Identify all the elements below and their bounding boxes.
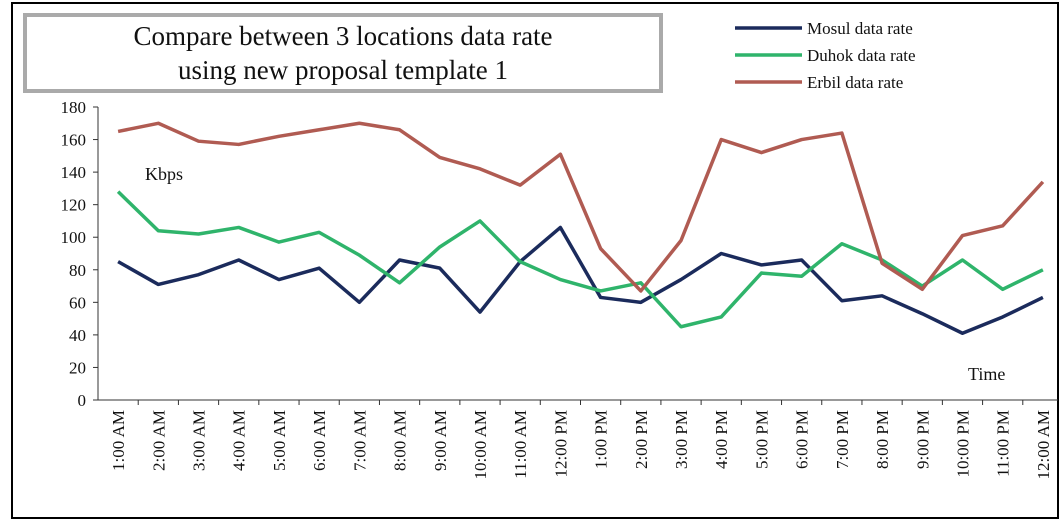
y-tick-label: 140 (61, 163, 87, 182)
x-tick-label: 3:00 AM (190, 410, 209, 471)
x-tick-label: 10:00 PM (953, 410, 972, 478)
x-tick-label: 8:00 AM (391, 410, 410, 471)
legend-label: Erbil data rate (807, 73, 903, 92)
x-tick-label: 12:00 AM (1034, 410, 1053, 479)
y-tick-label: 100 (61, 228, 87, 247)
legend-label: Mosul data rate (807, 19, 913, 38)
title-box (23, 13, 663, 93)
y-tick-label: 0 (78, 391, 87, 410)
x-tick-label: 7:00 PM (833, 410, 852, 469)
x-tick-label: 9:00 AM (431, 410, 450, 471)
y-tick-label: 60 (69, 293, 86, 312)
chart-title: Compare between 3 locations data rate (133, 21, 552, 51)
x-tick-label: 4:00 AM (230, 410, 249, 471)
x-tick-label: 5:00 PM (752, 410, 771, 469)
x-tick-label: 3:00 PM (672, 410, 691, 469)
x-tick-label: 2:00 AM (149, 410, 168, 471)
y-axis-label: Kbps (145, 164, 183, 184)
x-tick-label: 6:00 AM (310, 410, 329, 471)
y-tick-label: 20 (69, 358, 86, 377)
x-tick-label: 5:00 AM (270, 410, 289, 471)
x-tick-label: 6:00 PM (793, 410, 812, 469)
x-axis-label: Time (968, 364, 1005, 384)
x-tick-label: 9:00 PM (913, 410, 932, 469)
y-tick-label: 80 (69, 261, 86, 280)
x-tick-label: 1:00 AM (109, 410, 128, 471)
x-tick-label: 10:00 AM (471, 410, 490, 479)
y-tick-label: 180 (61, 98, 87, 117)
y-tick-label: 160 (61, 131, 87, 150)
x-tick-label: 7:00 AM (350, 410, 369, 471)
chart-title: using new proposal template 1 (178, 55, 508, 85)
x-tick-label: 11:00 AM (511, 410, 530, 479)
x-tick-label: 8:00 PM (873, 410, 892, 469)
data-line (117, 121, 1045, 293)
x-tick-label: 4:00 PM (712, 410, 731, 469)
y-tick-label: 120 (61, 196, 87, 215)
x-tick-label: 2:00 PM (632, 410, 651, 469)
legend-label: Duhok data rate (807, 46, 916, 65)
y-tick-label: 40 (69, 326, 86, 345)
x-tick-label: 1:00 PM (592, 410, 611, 469)
data-line (116, 190, 1044, 329)
x-tick-label: 11:00 PM (994, 410, 1013, 477)
data-line (117, 225, 1044, 336)
x-tick-label: 12:00 PM (551, 410, 570, 478)
